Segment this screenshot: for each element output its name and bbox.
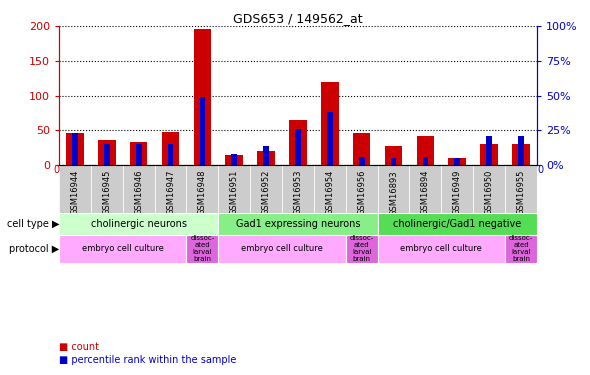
Title: GDS653 / 149562_at: GDS653 / 149562_at (233, 12, 363, 25)
Bar (123, 165, 155, 213)
Bar (257, 152, 275, 165)
Bar (385, 147, 402, 165)
Text: ■ percentile rank within the sample: ■ percentile rank within the sample (59, 355, 237, 365)
Text: cholinergic neurons: cholinergic neurons (91, 219, 186, 229)
Bar (480, 144, 498, 165)
Text: GSM16952: GSM16952 (261, 170, 271, 215)
Bar (162, 132, 179, 165)
Bar (512, 144, 530, 165)
Bar (448, 158, 466, 165)
Bar (346, 235, 378, 262)
Bar (168, 144, 173, 165)
Bar (378, 213, 537, 235)
Bar (250, 165, 282, 213)
Bar (59, 235, 186, 262)
Text: GSM16944: GSM16944 (70, 170, 80, 215)
Bar (98, 140, 116, 165)
Text: ■ count: ■ count (59, 342, 99, 352)
Bar (346, 165, 378, 213)
Bar (486, 136, 492, 165)
Bar (359, 157, 365, 165)
Text: 0: 0 (537, 165, 543, 175)
Text: cell type ▶: cell type ▶ (6, 219, 59, 229)
Bar (321, 82, 339, 165)
Bar (59, 213, 218, 235)
Bar (422, 157, 428, 165)
Text: GSM16947: GSM16947 (166, 170, 175, 216)
Text: GSM16955: GSM16955 (516, 170, 526, 215)
Text: GSM16954: GSM16954 (325, 170, 335, 215)
Bar (186, 235, 218, 262)
Bar (136, 144, 142, 165)
Text: GSM16950: GSM16950 (484, 170, 494, 215)
Bar (194, 29, 211, 165)
Bar (218, 213, 378, 235)
Bar (289, 120, 307, 165)
Bar (155, 165, 186, 213)
Bar (130, 142, 148, 165)
Bar (518, 136, 524, 165)
Text: embryo cell culture: embryo cell culture (82, 244, 163, 253)
Bar (327, 112, 333, 165)
Text: GSM16949: GSM16949 (453, 170, 462, 215)
Bar (378, 165, 409, 213)
Bar (218, 235, 346, 262)
Text: cholinergic/Gad1 negative: cholinergic/Gad1 negative (393, 219, 522, 229)
Bar (104, 144, 110, 165)
Bar (199, 97, 205, 165)
Bar (417, 136, 434, 165)
Text: dissoc-
ated
larval
brain: dissoc- ated larval brain (190, 235, 215, 262)
Text: GSM16945: GSM16945 (102, 170, 112, 215)
Bar (353, 133, 371, 165)
Bar (263, 146, 269, 165)
Bar (91, 165, 123, 213)
Text: 0: 0 (53, 165, 59, 175)
Bar (231, 154, 237, 165)
Text: GSM16893: GSM16893 (389, 170, 398, 216)
Text: GSM16951: GSM16951 (230, 170, 239, 215)
Bar (409, 165, 441, 213)
Bar (225, 155, 243, 165)
Bar (441, 165, 473, 213)
Bar (314, 165, 346, 213)
Bar (59, 165, 91, 213)
Text: GSM16946: GSM16946 (134, 170, 143, 216)
Text: GSM16953: GSM16953 (293, 170, 303, 216)
Bar (186, 165, 218, 213)
Text: Gad1 expressing neurons: Gad1 expressing neurons (235, 219, 360, 229)
Bar (218, 165, 250, 213)
Bar (454, 158, 460, 165)
Bar (505, 165, 537, 213)
Text: protocol ▶: protocol ▶ (9, 244, 59, 254)
Text: embryo cell culture: embryo cell culture (401, 244, 482, 253)
Text: dissoc-
ated
larval
brain: dissoc- ated larval brain (509, 235, 533, 262)
Bar (66, 133, 84, 165)
Text: embryo cell culture: embryo cell culture (241, 244, 323, 253)
Bar (505, 235, 537, 262)
Text: GSM16894: GSM16894 (421, 170, 430, 216)
Bar (72, 133, 78, 165)
Bar (378, 235, 505, 262)
Bar (391, 158, 396, 165)
Bar (473, 165, 505, 213)
Bar (282, 165, 314, 213)
Text: GSM16948: GSM16948 (198, 170, 207, 216)
Bar (295, 129, 301, 165)
Text: GSM16956: GSM16956 (357, 170, 366, 216)
Text: dissoc-
ated
larval
brain: dissoc- ated larval brain (349, 235, 374, 262)
